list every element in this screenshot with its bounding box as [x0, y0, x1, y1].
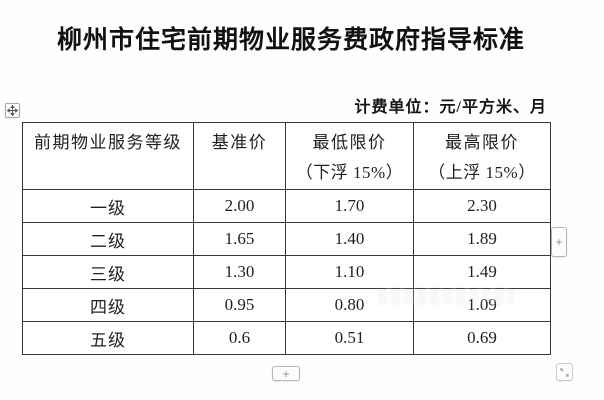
add-row-button[interactable]: +	[272, 366, 300, 381]
cell-base-price[interactable]: 0.6	[193, 321, 286, 355]
table-row: 二级 1.65 1.40 1.89	[22, 222, 551, 256]
header-service-level[interactable]: 前期物业服务等级	[22, 122, 194, 190]
page-title: 柳州市住宅前期物业服务费政府指导标准	[56, 27, 525, 54]
table-resize-handle[interactable]	[556, 363, 573, 381]
header-row: 前期物业服务等级 基准价 最低限价 （下浮 15%） 最高限价 （上浮 15%）	[22, 122, 551, 190]
cell-max-price[interactable]: 0.69	[413, 321, 551, 355]
cell-max-price[interactable]: 2.30	[413, 189, 551, 223]
cell-level[interactable]: 三级	[22, 255, 194, 289]
header-text: 最高限价	[445, 133, 519, 152]
cell-base-price[interactable]: 1.30	[193, 255, 286, 289]
header-text: 基准价	[211, 133, 268, 152]
cell-level[interactable]: 五级	[22, 321, 194, 355]
billing-unit-note: 计费单位：元/平方米、月	[354, 99, 547, 116]
fee-table: 前期物业服务等级 基准价 最低限价 （下浮 15%） 最高限价 （上浮 15%）	[22, 122, 551, 355]
diagonal-resize-icon	[559, 367, 570, 378]
cell-level[interactable]: 四级	[22, 288, 194, 322]
header-base-price[interactable]: 基准价	[193, 122, 286, 190]
header-text: 最低限价	[312, 133, 387, 152]
header-text: （下浮 15%）	[295, 163, 404, 182]
header-text: （上浮 15%）	[428, 163, 536, 182]
cell-min-price[interactable]: 1.70	[285, 189, 414, 223]
header-text: 前期物业服务等级	[34, 133, 182, 152]
header-max-price[interactable]: 最高限价 （上浮 15%）	[413, 122, 551, 190]
cell-max-price[interactable]: 1.89	[413, 222, 551, 256]
header-min-price[interactable]: 最低限价 （下浮 15%）	[285, 122, 414, 190]
cell-min-price[interactable]: 0.80	[285, 288, 414, 322]
cell-level[interactable]: 二级	[22, 222, 194, 256]
cell-max-price[interactable]: 1.49	[413, 255, 551, 289]
cell-min-price[interactable]: 0.51	[285, 321, 414, 355]
table-row: 一级 2.00 1.70 2.30	[22, 189, 551, 223]
cell-min-price[interactable]: 1.10	[285, 255, 414, 289]
table-move-handle[interactable]	[5, 103, 20, 118]
plus-icon: +	[555, 235, 563, 249]
cell-max-price[interactable]: 1.09	[413, 288, 551, 322]
move-cross-icon	[7, 105, 18, 116]
table-row: 四级 0.95 0.80 1.09	[22, 288, 551, 322]
add-column-button[interactable]: +	[551, 227, 567, 257]
cell-base-price[interactable]: 1.65	[193, 222, 286, 256]
cell-min-price[interactable]: 1.40	[285, 222, 414, 256]
cell-level[interactable]: 一级	[22, 189, 194, 223]
table-row: 三级 1.30 1.10 1.49	[22, 255, 551, 289]
cell-base-price[interactable]: 2.00	[193, 189, 286, 223]
table-row: 五级 0.6 0.51 0.69	[22, 321, 551, 355]
cell-base-price[interactable]: 0.95	[193, 288, 286, 322]
plus-icon: +	[282, 366, 290, 381]
